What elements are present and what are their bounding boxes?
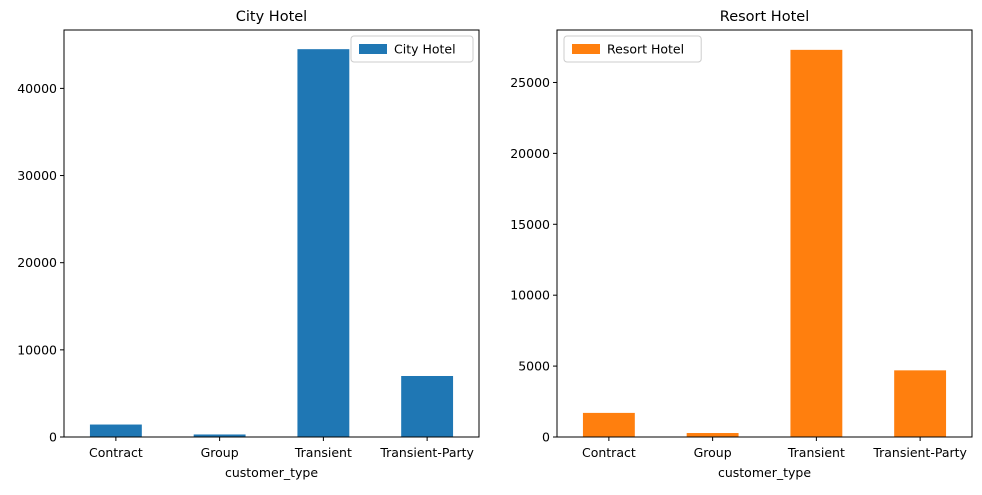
- bar-group: [193, 434, 246, 437]
- y-tick-label: 0: [49, 430, 57, 445]
- legend: Resort Hotel: [563, 35, 702, 63]
- legend-swatch: [359, 44, 387, 54]
- y-tick-label: 20000: [17, 255, 57, 270]
- y-tick-label: 0: [542, 430, 550, 445]
- bar-transient-party: [401, 375, 454, 437]
- bar-group: [686, 433, 739, 437]
- legend: City Hotel: [350, 35, 474, 63]
- x-tick-label: Transient: [787, 445, 845, 460]
- x-axis-label: customer_type: [225, 465, 318, 480]
- x-tick-label: Transient: [294, 445, 352, 460]
- x-tick-label: Transient-Party: [872, 445, 967, 460]
- legend-swatch: [572, 44, 600, 54]
- bar-transient: [790, 49, 843, 437]
- legend-label: City Hotel: [394, 42, 456, 57]
- plot-frame: [63, 29, 480, 438]
- chart-panel-0: Contract Group Transient Transient-Party 0 10…: [17, 9, 480, 480]
- plot-frame: [556, 29, 973, 438]
- y-tick-label: 40000: [17, 81, 57, 96]
- y-tick-label: 30000: [17, 168, 57, 183]
- x-tick-label: Transient-Party: [379, 445, 474, 460]
- x-tick-label: Group: [694, 445, 732, 460]
- legend-label: Resort Hotel: [607, 42, 684, 57]
- legend-box: [563, 35, 702, 63]
- chart-title: Resort Hotel: [720, 9, 809, 25]
- y-tick-label: 20000: [510, 146, 550, 161]
- x-axis-label: customer_type: [718, 465, 811, 480]
- y-tick-label: 10000: [510, 288, 550, 303]
- y-tick-label: 5000: [518, 359, 550, 374]
- bar-contract: [582, 412, 635, 437]
- bar-contract: [89, 424, 142, 437]
- legend-box: [350, 35, 474, 63]
- x-tick-label: Contract: [89, 445, 143, 460]
- y-tick-label: 10000: [17, 342, 57, 357]
- chart-title: City Hotel: [236, 9, 307, 25]
- chart-panel-1: Contract Group Transient Transient-Party 0 50…: [510, 9, 973, 480]
- y-tick-label: 25000: [510, 75, 550, 90]
- bar-transient-party: [894, 370, 947, 437]
- y-tick-label: 15000: [510, 217, 550, 232]
- x-tick-label: Group: [201, 445, 239, 460]
- bar-transient: [297, 49, 350, 437]
- x-tick-label: Contract: [582, 445, 636, 460]
